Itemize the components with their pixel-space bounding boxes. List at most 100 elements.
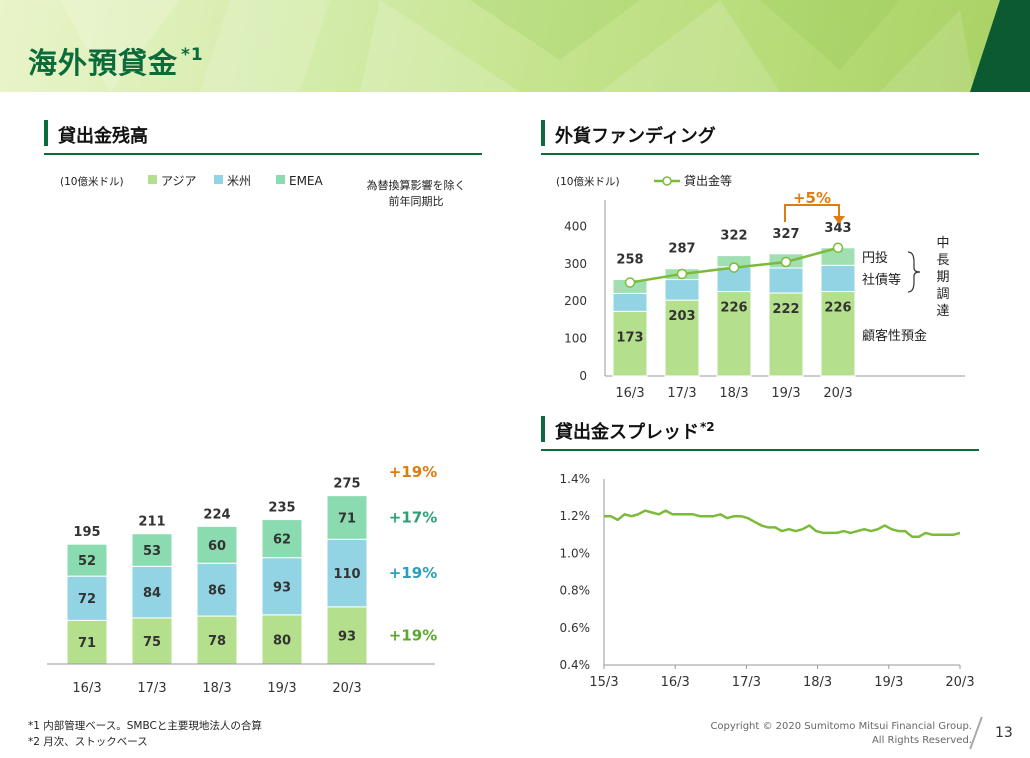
bar-value-label: 75	[143, 635, 161, 650]
series-label-bonds: 社債等	[862, 272, 901, 288]
x-tick-label: 20/3	[945, 675, 974, 690]
section-marker-spread	[541, 416, 545, 442]
y-tick-label: 200	[564, 294, 587, 308]
page-title: 海外預貸金 *1	[28, 40, 204, 82]
x-tick-label: 19/3	[267, 681, 296, 696]
bracket-label-char: 達	[936, 304, 949, 319]
section-marker-loans	[44, 120, 48, 146]
spread-line	[604, 509, 961, 538]
x-tick-label: 17/3	[732, 675, 761, 690]
bar-total-label: 258	[616, 253, 643, 268]
bracket-label-char: 期	[936, 270, 949, 285]
bar-total-label: 343	[824, 221, 851, 236]
x-tick-label: 18/3	[202, 681, 231, 696]
copyright-line-2: All Rights Reserved.	[871, 735, 972, 746]
bar-segment-bonds	[664, 279, 700, 301]
section-title-spread-text: 貸出金スプレッド	[555, 422, 699, 443]
loans-line-marker	[676, 268, 688, 280]
page-title-text: 海外預貸金	[28, 46, 179, 80]
section-title-funding: 外貨ファンディング	[555, 126, 716, 147]
loans-line-marker	[832, 242, 844, 254]
bar-segment	[131, 565, 173, 619]
legend-marker	[662, 176, 672, 186]
bar-segment	[131, 617, 173, 665]
bar-total-label: 211	[138, 515, 165, 530]
y-tick-label: 1.4%	[560, 472, 591, 486]
y-tick-label: 400	[564, 219, 587, 233]
y-tick-label: 1.2%	[560, 509, 591, 523]
growth-label: +17%	[389, 508, 437, 526]
growth-header-1: 為替換算影響を除く	[367, 178, 466, 192]
footnote-2: *2 月次、ストックベース	[28, 736, 148, 748]
bar-segment-bonds	[820, 264, 856, 293]
x-tick-label: 20/3	[823, 386, 852, 401]
bar-segment	[196, 615, 238, 665]
growth-label: +19%	[389, 564, 437, 582]
bar-segment-deposits	[820, 291, 856, 377]
bar-value-label: 203	[668, 309, 695, 324]
growth-label: +19%	[389, 463, 437, 481]
bar-value-label: 78	[208, 634, 226, 649]
section-marker-funding	[541, 120, 545, 146]
bar-value-label: 53	[143, 544, 161, 559]
legend-swatch-2	[276, 175, 285, 184]
legend-label-1: 米州	[227, 174, 251, 188]
bar-total-label: 275	[333, 477, 360, 492]
x-tick-label: 19/3	[771, 386, 800, 401]
section-rule-loans	[44, 153, 482, 155]
legend-swatch-1	[214, 175, 223, 184]
bar-value-label: 71	[78, 636, 96, 651]
y-tick-label: 0.4%	[560, 658, 591, 672]
copyright-line-1: Copyright © 2020 Sumitomo Mitsui Financi…	[710, 721, 972, 732]
legend-swatch-0	[148, 175, 157, 184]
loans-unit-label: (10億米ドル)	[60, 175, 124, 188]
growth-header-2: 前年同期比	[389, 194, 444, 208]
change-bracket	[784, 204, 840, 222]
legend-label-2: EMEA	[289, 174, 324, 188]
bar-value-label: 84	[143, 586, 161, 601]
bar-value-label: 173	[616, 330, 643, 345]
bar-value-label: 72	[78, 592, 96, 607]
y-tick-label: 0	[579, 369, 587, 383]
bar-value-label: 60	[208, 539, 226, 554]
section-title-loans: 貸出金残高	[58, 126, 148, 147]
footnote-1: *1 内部管理ベース。SMBCと主要現地法人の合算	[28, 720, 262, 732]
loans-line-marker	[728, 262, 740, 273]
bar-total-label: 224	[203, 507, 230, 522]
y-tick-label: 1.0%	[560, 546, 591, 560]
x-tick-label: 18/3	[719, 386, 748, 401]
bar-segment-deposits	[612, 310, 648, 377]
bar-value-label: 80	[273, 633, 291, 648]
page-number: 13	[995, 725, 1013, 741]
bar-segment	[131, 533, 173, 567]
x-tick-label: 16/3	[615, 386, 644, 401]
x-tick-label: 16/3	[661, 675, 690, 690]
series-label-deposits: 顧客性預金	[862, 328, 927, 344]
bracket-brace	[907, 251, 921, 293]
page-title-note: *1	[181, 45, 204, 65]
spread-chart: 0.4% 0.6% 0.8% 1.0% 1.2% 1.4% 15/3 16/3 17/3 18/3…	[560, 472, 975, 690]
header-banner: 海外預貸金 *1	[0, 0, 1030, 92]
bar-value-label: 222	[772, 302, 799, 317]
bracket-label-char: 中	[936, 236, 949, 251]
funding-unit-label: (10億米ドル)	[556, 175, 620, 188]
section-title-spread: 貸出金スプレッド*2	[555, 418, 715, 444]
y-tick-label: 0.8%	[560, 584, 591, 598]
bar-total-label: 195	[73, 525, 100, 540]
bar-segment	[196, 562, 238, 617]
bar-segment	[326, 495, 368, 540]
bar-segment	[326, 606, 368, 665]
bracket-label-char: 長	[936, 253, 949, 268]
bar-segment	[261, 557, 303, 616]
y-tick-label: 100	[564, 332, 587, 346]
loans-line-marker	[780, 256, 792, 268]
series-label-yen: 円投	[862, 250, 888, 266]
x-tick-label: 17/3	[667, 386, 696, 401]
bar-value-label: 71	[338, 511, 356, 526]
bar-segment	[66, 543, 108, 577]
header-decoration	[60, 0, 1030, 92]
y-tick-label: 300	[564, 257, 587, 271]
bar-value-label: 226	[720, 301, 747, 316]
funding-chart: (10億米ドル) 貸出金等 0 100 200 300 400 173 258 16/3 203 28…	[556, 173, 965, 401]
bar-segment-deposits	[768, 292, 804, 377]
